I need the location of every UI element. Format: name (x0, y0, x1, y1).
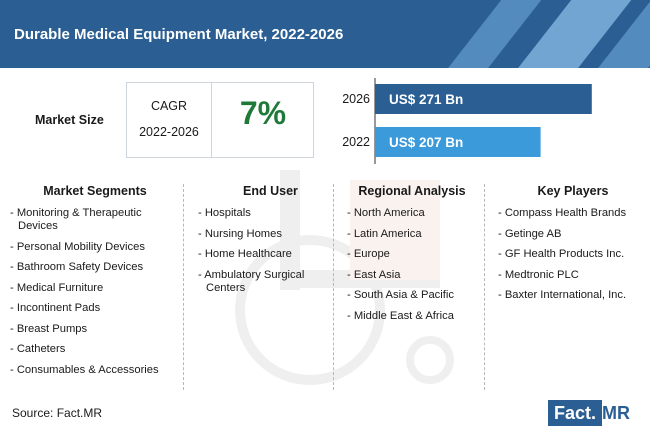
column-list: - Monitoring & Therapeutic Devices - Per… (10, 207, 180, 377)
column-heading: End User (243, 184, 298, 198)
bar-value-label: US$ 271 Bn (389, 92, 463, 107)
cagr-label: CAGR (150, 99, 188, 113)
market-size-label: Market Size (35, 113, 104, 127)
list-item: - Breast Pumps (10, 322, 88, 335)
list-item: - North America (347, 207, 425, 219)
source-note: Source: Fact.MR (12, 406, 103, 420)
category-tick-label: 2022 (342, 135, 370, 149)
column-heading: Market Segments (43, 184, 147, 198)
category-columns: Market Segments - Monitoring & Therapeut… (0, 184, 650, 396)
column-heading: Regional Analysis (358, 184, 466, 198)
column-regional-analysis: Regional Analysis - North America - Lati… (347, 184, 477, 396)
column-key-players: Key Players - Compass Health Brands - Ge… (498, 184, 648, 396)
list-item: - Ambulatory Surgical Centers (198, 268, 305, 294)
header-banner: Durable Medical Equipment Market, 2022-2… (0, 0, 650, 68)
factmr-logo: Fact. MR (548, 400, 640, 426)
wheelchair-icon (235, 170, 454, 385)
list-item: - South Asia & Pacific (347, 289, 454, 301)
list-item: - Medical Furniture (10, 281, 104, 294)
column-divider (183, 184, 184, 390)
list-item: - Medtronic PLC (498, 268, 579, 281)
column-end-user: End User - Hospitals - Nursing Homes - H… (198, 184, 343, 396)
bar-value-label: US$ 207 Bn (389, 135, 463, 150)
bar-2022 (375, 127, 541, 157)
column-list: - Hospitals - Nursing Homes - Home Healt… (198, 207, 343, 295)
list-item: - Latin America (347, 227, 422, 240)
list-item: - East Asia (347, 268, 401, 281)
cagr-period: 2022-2026 (139, 125, 199, 139)
logo-fact-text: Fact. (548, 400, 602, 426)
list-item: - Middle East & Africa (347, 309, 454, 322)
column-list: - North America - Latin America - Europe… (347, 207, 477, 323)
list-item: - Baxter International, Inc. (498, 289, 627, 301)
list-item: - Getinge AB (498, 227, 562, 240)
cagr-value: 7% (239, 95, 287, 131)
list-item: - Catheters (10, 343, 66, 355)
list-item: - Monitoring & Therapeutic Devices (10, 207, 142, 232)
list-item: - Home Healthcare (198, 248, 292, 260)
bar-2026 (375, 84, 592, 114)
list-item: - Hospitals (198, 207, 251, 219)
market-size-bar-chart: 2026 US$ 271 Bn 2022 US$ 207 Bn (342, 78, 592, 164)
column-divider (484, 184, 485, 390)
logo-mr-text: MR (602, 403, 630, 423)
list-item: - GF Health Products Inc. (498, 248, 625, 260)
list-item: - Nursing Homes (198, 227, 282, 240)
cagr-divider (211, 83, 212, 157)
column-list: - Compass Health Brands - Getinge AB - G… (498, 207, 648, 302)
cagr-box: CAGR 2022-2026 7% (126, 82, 314, 158)
column-divider (333, 184, 334, 390)
list-item: - Incontinent Pads (10, 302, 101, 314)
list-item: - Compass Health Brands (498, 207, 627, 219)
page-title: Durable Medical Equipment Market, 2022-2… (14, 26, 344, 43)
list-item: - Consumables & Accessories (10, 363, 159, 376)
list-item: - Personal Mobility Devices (10, 240, 145, 253)
list-item: - Europe (347, 248, 390, 260)
column-heading: Key Players (537, 184, 609, 198)
column-market-segments: Market Segments - Monitoring & Therapeut… (10, 184, 180, 396)
category-tick-label: 2026 (342, 92, 370, 106)
list-item: - Bathroom Safety Devices (10, 261, 144, 273)
